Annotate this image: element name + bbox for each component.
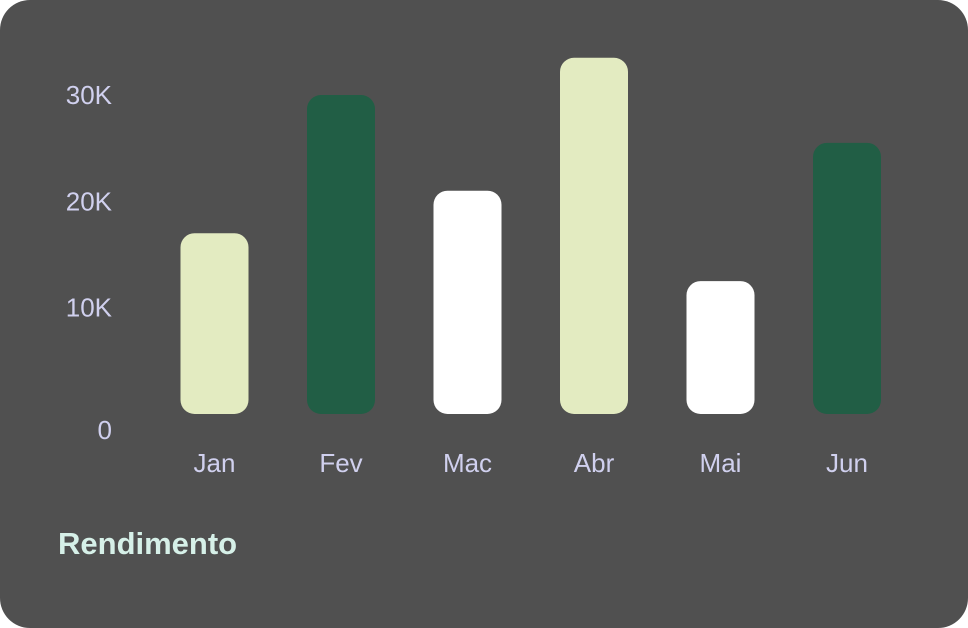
y-tick-label: 10K — [66, 293, 113, 323]
bar-fev — [307, 95, 375, 414]
bar-jun — [813, 142, 881, 414]
bar-mai — [686, 281, 755, 414]
x-category-label: Mai — [700, 448, 742, 478]
bar-abr — [560, 57, 628, 415]
y-tick-label: 20K — [66, 186, 113, 216]
x-category-label: Abr — [574, 448, 615, 478]
y-tick-label: 0 — [98, 415, 112, 445]
x-category-label: Mac — [443, 448, 492, 478]
bar-mac — [433, 190, 502, 414]
y-tick-label: 30K — [66, 80, 113, 110]
x-category-label: Jan — [194, 448, 236, 478]
x-category-label: Jun — [826, 448, 868, 478]
chart-title: Rendimento — [58, 526, 238, 561]
bar-jan — [180, 233, 249, 414]
x-category-label: Fev — [319, 448, 362, 478]
